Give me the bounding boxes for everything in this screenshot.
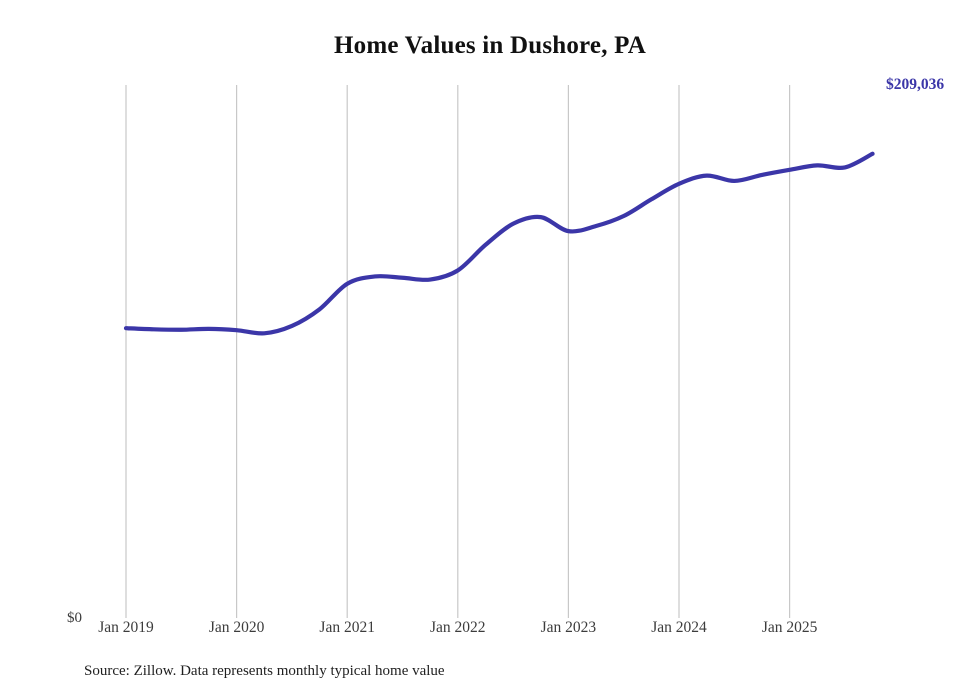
x-tick-label: Jan 2024 bbox=[651, 619, 707, 636]
value-line bbox=[123, 151, 875, 336]
x-tick-label: Jan 2019 bbox=[98, 619, 154, 636]
chart-title: Home Values in Dushore, PA bbox=[334, 32, 646, 59]
gridlines-group bbox=[125, 85, 791, 618]
y-axis-zero-label: $0 bbox=[67, 610, 82, 626]
x-tick-label: Jan 2025 bbox=[761, 619, 818, 636]
x-tick-label: Jan 2020 bbox=[208, 619, 265, 636]
x-tick-label: Jan 2023 bbox=[540, 619, 597, 636]
source-note: Source: Zillow. Data represents monthly … bbox=[84, 663, 445, 679]
end-value-label: $209,036 bbox=[886, 76, 945, 93]
x-tick-label: Jan 2022 bbox=[430, 619, 486, 636]
x-tick-label: Jan 2021 bbox=[319, 619, 375, 636]
series-group bbox=[123, 151, 875, 336]
